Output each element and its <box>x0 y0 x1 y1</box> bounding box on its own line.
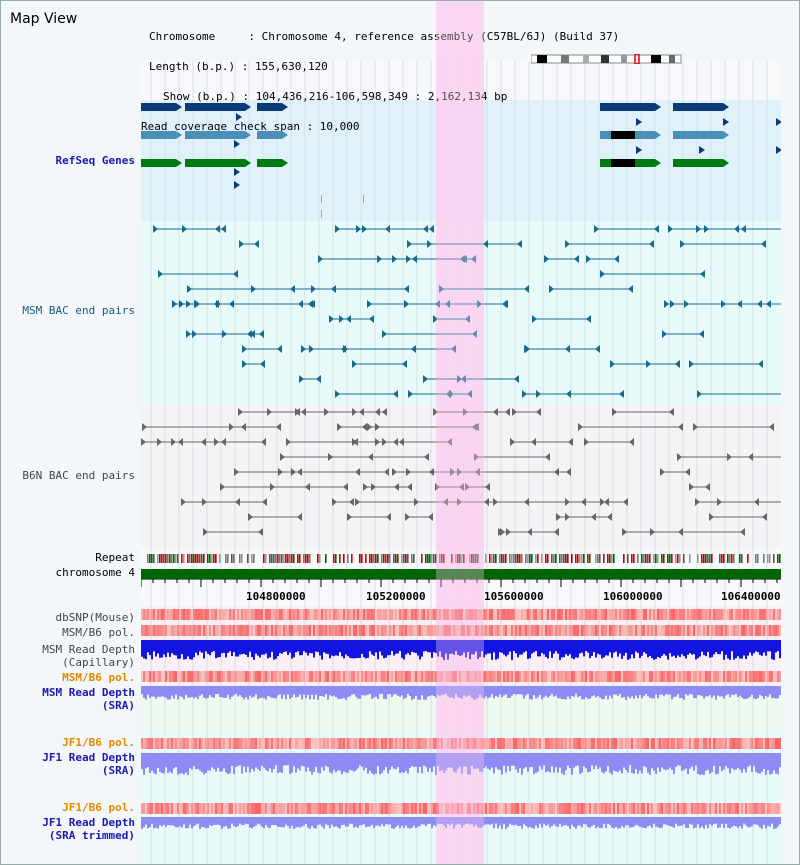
page-title: Map View <box>10 11 78 27</box>
gene-exon <box>673 103 723 111</box>
jf1-depth-sra-label[interactable]: JF1 Read Depth <box>42 751 135 764</box>
jf1-pol-strip <box>141 738 781 749</box>
axis-tick-2: 105200000 <box>366 590 426 603</box>
jf1-b6-pol-trim-label[interactable]: JF1/B6 pol. <box>62 801 135 814</box>
msm-bac-label[interactable]: MSM BAC end pairs <box>22 304 135 317</box>
gene-exon <box>257 131 282 139</box>
msm-pol-sra-strip <box>141 671 781 682</box>
jf1-depth-trim-sub: (SRA trimmed) <box>48 829 135 842</box>
b6n-bac-track[interactable] <box>141 404 781 549</box>
dbsnp-label[interactable]: dbSNP(Mouse) <box>55 611 135 624</box>
jf1-b6-pol-label[interactable]: JF1/B6 pol. <box>62 736 135 749</box>
msm-depth-sra-label[interactable]: MSM Read Depth <box>42 686 135 699</box>
dbsnp-strip <box>141 609 781 620</box>
axis-tick-3: 105600000 <box>484 590 544 603</box>
jf1-depth-trim-label[interactable]: JF1 Read Depth <box>42 816 135 829</box>
repeat-track[interactable] <box>141 552 781 580</box>
info-coverage-span: Read coverage check span : 10,000 <box>141 120 360 133</box>
info-show: Show (b.p.) : 104,436,216-106,598,349 : … <box>163 90 508 103</box>
jf1-pol-trim-strip <box>141 803 781 814</box>
position-axis <box>141 579 781 587</box>
jf1-depth-trim <box>141 817 781 829</box>
gene-exon <box>673 159 723 167</box>
refseq-genes-track[interactable] <box>141 100 781 221</box>
gene-exon <box>141 131 176 139</box>
b6n-bac-label[interactable]: B6N BAC end pairs <box>22 469 135 482</box>
msm-depth-capillary <box>141 640 781 660</box>
msm-bac-track[interactable] <box>141 221 781 404</box>
chromosome-label: chromosome 4 <box>55 566 135 579</box>
gene-exon <box>600 103 655 111</box>
gene-exon <box>141 103 176 111</box>
msm-pol-strip <box>141 625 781 636</box>
gene-exon <box>141 159 176 167</box>
region-info: Chromosome : Chromosome 4, reference ass… <box>141 12 620 152</box>
repeat-label[interactable]: Repeat <box>95 551 135 564</box>
gene-exon <box>185 103 245 111</box>
msm-b6-pol-label[interactable]: MSM/B6 pol. <box>62 626 135 639</box>
msm-depth-sra-sub: (SRA) <box>101 699 135 712</box>
chromosome-bar <box>141 569 781 579</box>
gene-exon <box>185 131 245 139</box>
axis-tick-1: 104800000 <box>246 590 306 603</box>
jf1-depth-sra-sub: (SRA) <box>101 764 135 777</box>
msm-b6-pol-sra-label[interactable]: MSM/B6 pol. <box>62 671 135 684</box>
msm-depth-capillary-sub: (Capillary) <box>62 656 135 669</box>
gene-exon <box>185 159 245 167</box>
refseq-genes-label[interactable]: RefSeq Genes <box>55 154 135 167</box>
info-length: Length (b.p.) : 155,630,120 <box>149 60 328 73</box>
info-chromosome: Chromosome : Chromosome 4, reference ass… <box>149 30 620 43</box>
gene-exon <box>257 103 282 111</box>
axis-tick-5: 106400000 <box>721 590 781 603</box>
msm-depth-sra <box>141 686 781 700</box>
gene-exon <box>673 131 723 139</box>
msm-depth-capillary-label[interactable]: MSM Read Depth <box>42 643 135 656</box>
jf1-depth-sra <box>141 753 781 775</box>
axis-tick-4: 106000000 <box>603 590 663 603</box>
variation-tracks[interactable] <box>141 606 781 865</box>
chromosome-ideogram[interactable] <box>531 54 686 64</box>
gene-exon <box>257 159 282 167</box>
